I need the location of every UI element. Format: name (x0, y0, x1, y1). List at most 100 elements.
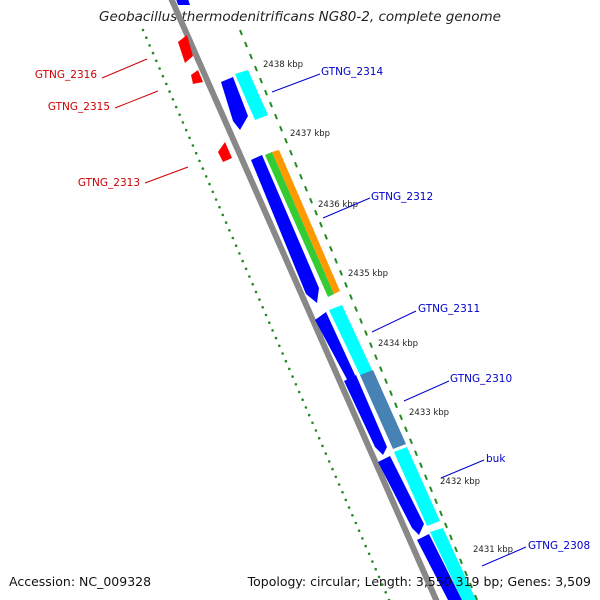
dot-track-dot (261, 306, 265, 309)
blast-hit-features (235, 70, 476, 600)
forward-feature-label[interactable]: GTNG_2311 (418, 303, 480, 315)
tick-mark (449, 534, 453, 541)
dot-track-dot (158, 67, 161, 70)
tick-mark (399, 414, 403, 421)
tick-mark (264, 89, 268, 96)
tick-mark (474, 594, 478, 600)
green-hit-gtng-2312[interactable] (265, 152, 334, 297)
tick-mark (289, 149, 293, 156)
forward-cds-gtng-2312[interactable] (251, 155, 319, 303)
dot-track-dot (178, 113, 181, 116)
dot-track-dot (288, 367, 291, 371)
reverse-feature-gtng-2315[interactable] (191, 70, 203, 84)
dot-track-dot (231, 236, 235, 240)
dot-track-dot (151, 51, 155, 55)
tick-label: 2432 kbp (440, 477, 480, 487)
tick-mark (384, 378, 388, 384)
tick-mark (349, 294, 353, 300)
dot-track-dot (221, 213, 225, 217)
dot-track-dot (208, 182, 211, 186)
dot-track-dot (364, 544, 368, 548)
leader-lines (101, 58, 527, 567)
dot-track-dot (367, 552, 371, 556)
tick-mark (464, 570, 468, 577)
dot-track (141, 28, 391, 600)
dot-track-dot (148, 44, 151, 47)
tick-label: 2434 kbp (378, 339, 418, 349)
leader-line (114, 90, 159, 109)
dot-track-dot (165, 82, 168, 86)
reverse-feature-gtng-2313[interactable] (218, 142, 232, 162)
blast-hit-buk[interactable] (394, 447, 440, 526)
tick-mark (299, 173, 303, 180)
dot-track-dot (324, 452, 328, 455)
slate-hit-gtng-2310[interactable] (360, 370, 406, 449)
dot-track-dot (155, 59, 158, 63)
forward-feature-label[interactable]: buk (486, 453, 506, 465)
tick-mark (409, 438, 413, 445)
forward-feature-label[interactable]: GTNG_2312 (371, 191, 433, 203)
genome-backbone (168, 0, 440, 600)
dot-track-dot (314, 429, 318, 432)
reverse-feature-gtng-2316[interactable] (178, 35, 193, 63)
dot-track-dot (171, 98, 175, 101)
dot-track-dot (248, 275, 251, 278)
tick-mark (394, 402, 398, 409)
forward-feature-label[interactable]: GTNG_2310 (450, 373, 512, 385)
dot-track-dot (168, 90, 171, 93)
tick-mark (379, 366, 383, 372)
reverse-feature-label[interactable]: GTNG_2316 (35, 69, 97, 81)
dot-track-dot (341, 490, 344, 494)
tick-mark (414, 450, 418, 457)
blast-hit-gtng-2311[interactable] (329, 305, 373, 377)
reverse-feature-label[interactable]: GTNG_2315 (48, 101, 110, 113)
forward-cds-buk[interactable] (378, 456, 424, 535)
tick-mark (309, 197, 313, 204)
dot-track-dot (351, 514, 354, 517)
forward-cds-gtng-2308[interactable] (417, 534, 462, 600)
forward-cds-gtng-2311[interactable] (315, 312, 355, 383)
dot-track-dot (204, 175, 208, 178)
dot-track-dot (344, 498, 348, 502)
dot-track-dot (381, 583, 384, 586)
tick-mark (239, 29, 243, 36)
dot-track-dot (311, 421, 314, 425)
tick-mark (269, 101, 273, 108)
forward-cds-top[interactable] (173, 0, 190, 5)
dot-track-dot (211, 190, 215, 194)
tick-mark (434, 498, 438, 505)
tick-mark (339, 270, 343, 276)
forward-cds-gtng-2310[interactable] (344, 375, 387, 455)
summary-text: Topology: circular; Length: 3,550,319 bp… (247, 574, 591, 589)
tick-mark (469, 582, 473, 589)
tick-mark (404, 426, 408, 433)
dot-track-dot (384, 591, 388, 594)
map-title: Geobacillus thermodenitrificans NG80-2, … (99, 9, 501, 25)
dot-track-dot (234, 244, 238, 247)
dot-track-dot (218, 205, 221, 209)
forward-cds-gtng-2314[interactable] (221, 77, 248, 130)
blast-hit-gtng-2314[interactable] (235, 70, 268, 120)
dot-track-dot (354, 521, 358, 525)
dot-track-dot (377, 575, 381, 579)
tick-mark (419, 462, 423, 469)
tick-mark (314, 209, 318, 216)
dot-track-dot (297, 390, 301, 394)
blast-hit-gtng-2308[interactable] (430, 528, 476, 600)
tick-mark (259, 77, 263, 84)
orange-hit-gtng-2312[interactable] (272, 150, 340, 294)
dot-track-dot (321, 444, 324, 448)
tick-mark (284, 137, 288, 144)
forward-feature-label[interactable]: GTNG_2314 (321, 66, 383, 78)
dot-track-dot (268, 321, 271, 325)
tick-label: 2436 kbp (318, 200, 358, 210)
dot-track-dot (145, 36, 148, 39)
reverse-feature-label[interactable]: GTNG_2313 (78, 177, 140, 189)
forward-feature-label[interactable]: GTNG_2308 (528, 540, 590, 552)
dot-track-dot (334, 475, 338, 479)
dot-track-dot (191, 144, 195, 147)
tick-label: 2438 kbp (263, 60, 303, 70)
